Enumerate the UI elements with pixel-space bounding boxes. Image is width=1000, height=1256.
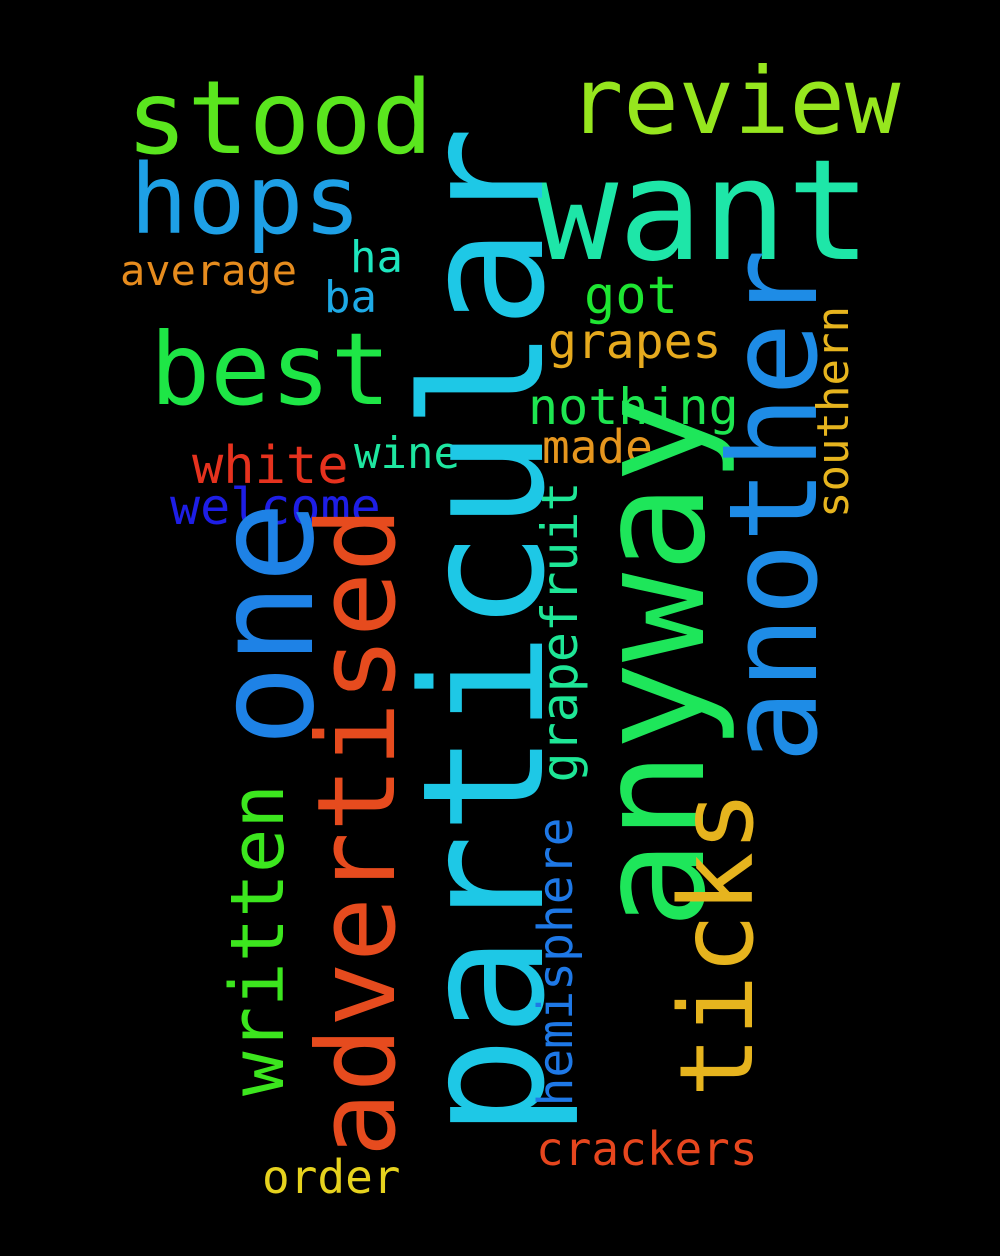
word-hops: hops	[130, 144, 362, 256]
word-average: average	[120, 246, 298, 295]
word-hemisphere: hemisphere	[528, 817, 584, 1107]
word-got: got	[584, 266, 678, 326]
word-ha: ha	[350, 232, 403, 283]
word-grapes: grapes	[548, 314, 722, 370]
word-review: review	[568, 48, 901, 155]
word-grapefruit: grapefruit	[531, 481, 589, 783]
word-want: want	[534, 130, 872, 293]
word-welcome: welcome	[170, 478, 381, 536]
word-wine: wine	[354, 428, 460, 479]
word-crackers: crackers	[536, 1122, 758, 1176]
word-nothing: nothing	[528, 378, 739, 436]
word-stood: stood	[126, 59, 434, 178]
word-ticks: ticks	[658, 790, 777, 1098]
word-order: order	[262, 1150, 401, 1204]
word-made: made	[542, 420, 653, 474]
word-ba: ba	[324, 272, 377, 323]
word-best: best	[150, 311, 391, 428]
word-southern: southern	[808, 306, 859, 518]
word-written: written	[215, 784, 301, 1096]
word-white: white	[192, 436, 349, 496]
word-advertised: advertised	[295, 506, 420, 1158]
